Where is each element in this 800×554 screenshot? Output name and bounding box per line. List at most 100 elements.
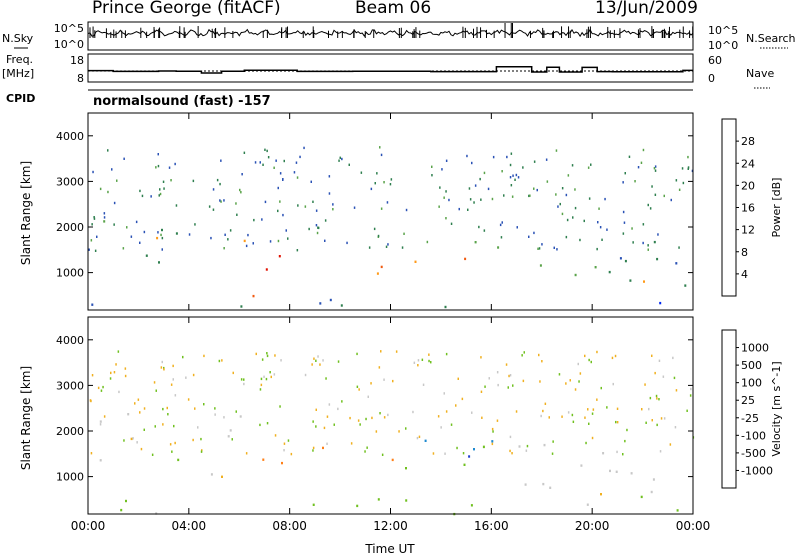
colorbar-label: Velocity [m s^-1] bbox=[770, 361, 783, 456]
echo-cell bbox=[448, 198, 450, 202]
echo-cell bbox=[366, 446, 368, 449]
nsearch-tick-high: 10^5 bbox=[708, 24, 738, 37]
echo-cell bbox=[280, 359, 282, 362]
echo-cell bbox=[243, 239, 246, 243]
echo-cell bbox=[478, 225, 480, 229]
echo-cell bbox=[247, 233, 249, 237]
echo-cell bbox=[464, 257, 467, 261]
echo-cell bbox=[580, 464, 583, 467]
echo-cell bbox=[317, 355, 319, 358]
echo-cell bbox=[150, 195, 152, 198]
echo-cell bbox=[616, 407, 619, 410]
echo-cell bbox=[506, 155, 508, 159]
echo-cell bbox=[91, 223, 93, 226]
echo-cell bbox=[509, 163, 512, 167]
echo-cell bbox=[383, 181, 385, 184]
echo-cell bbox=[287, 439, 290, 442]
echo-cell bbox=[123, 439, 125, 442]
echo-cell bbox=[690, 387, 692, 391]
echo-cell bbox=[161, 228, 163, 232]
echo-cell bbox=[445, 352, 448, 356]
echo-cell bbox=[99, 459, 102, 462]
echo-cell bbox=[600, 493, 602, 496]
echo-cell bbox=[115, 363, 117, 366]
echo-cell bbox=[328, 192, 331, 195]
echo-cell bbox=[266, 149, 268, 153]
echo-cell bbox=[143, 407, 146, 410]
y-tick-label: 2000 bbox=[56, 425, 84, 438]
echo-cell bbox=[539, 380, 541, 383]
echo-cell bbox=[279, 172, 282, 175]
echo-cell bbox=[277, 209, 279, 213]
echo-cell bbox=[201, 449, 203, 452]
echo-cell bbox=[515, 173, 518, 177]
nsearch-label: N.Search bbox=[746, 32, 796, 45]
echo-cell bbox=[155, 389, 157, 392]
echo-cell bbox=[192, 373, 195, 377]
echo-cell bbox=[512, 384, 514, 387]
echo-cell bbox=[466, 154, 468, 158]
echo-cell bbox=[151, 453, 154, 456]
echo-cell bbox=[518, 445, 521, 448]
echo-cell bbox=[549, 486, 552, 489]
echo-cell bbox=[224, 233, 226, 236]
echo-cell bbox=[640, 161, 643, 164]
echo-cell bbox=[483, 445, 485, 449]
echo-cell bbox=[136, 441, 138, 444]
echo-cell bbox=[239, 415, 242, 418]
echo-cell bbox=[584, 354, 586, 358]
echo-cell bbox=[266, 422, 269, 425]
colorbar-level-label: 16 bbox=[741, 202, 755, 215]
echo-cell bbox=[140, 447, 143, 451]
x-tick-label: 16:00 bbox=[474, 519, 509, 533]
echo-cell bbox=[161, 360, 163, 364]
echo-cell bbox=[243, 378, 245, 381]
echo-cell bbox=[333, 423, 335, 426]
echo-cell bbox=[235, 202, 237, 205]
echo-cell bbox=[155, 166, 157, 169]
echo-cell bbox=[380, 350, 382, 353]
echo-cell bbox=[297, 204, 299, 207]
echo-cell bbox=[92, 170, 94, 174]
echo-cell bbox=[371, 416, 373, 420]
echo-cell bbox=[606, 406, 608, 409]
echo-cell bbox=[642, 148, 645, 152]
echo-cell bbox=[218, 359, 221, 363]
echo-cell bbox=[538, 353, 540, 357]
echo-cell bbox=[689, 394, 692, 397]
echo-cell bbox=[611, 356, 614, 360]
echo-cell bbox=[559, 202, 561, 206]
echo-cell bbox=[634, 180, 636, 183]
echo-cell bbox=[602, 452, 605, 455]
noise-sky-trace bbox=[87, 28, 694, 38]
echo-cell bbox=[349, 416, 351, 420]
echo-cell bbox=[134, 402, 136, 405]
echo-cell bbox=[296, 176, 299, 179]
echo-cell bbox=[426, 240, 429, 244]
echo-cell bbox=[511, 452, 513, 455]
echo-cell bbox=[553, 246, 555, 249]
echo-cell bbox=[304, 373, 307, 377]
echo-cell bbox=[253, 218, 255, 222]
echo-cell bbox=[319, 363, 321, 366]
echo-cell bbox=[470, 504, 473, 507]
echo-cell bbox=[412, 410, 414, 414]
echo-cell bbox=[296, 249, 299, 252]
echo-cell bbox=[517, 176, 520, 179]
echo-cell bbox=[158, 261, 160, 264]
echo-cell bbox=[240, 378, 243, 381]
echo-cell bbox=[626, 428, 628, 432]
echo-cell bbox=[386, 201, 389, 204]
echo-cell bbox=[192, 179, 195, 183]
echo-cell bbox=[584, 416, 586, 419]
echo-cell bbox=[171, 450, 173, 453]
echo-cell bbox=[317, 226, 320, 230]
nsky-panel-frame bbox=[87, 21, 694, 51]
echo-cell bbox=[571, 413, 574, 417]
echo-cell bbox=[430, 361, 432, 364]
echo-cell bbox=[537, 247, 539, 250]
echo-cell bbox=[403, 232, 405, 235]
echo-cell bbox=[428, 359, 430, 363]
echo-cell bbox=[523, 351, 525, 354]
echo-cell bbox=[647, 203, 649, 207]
